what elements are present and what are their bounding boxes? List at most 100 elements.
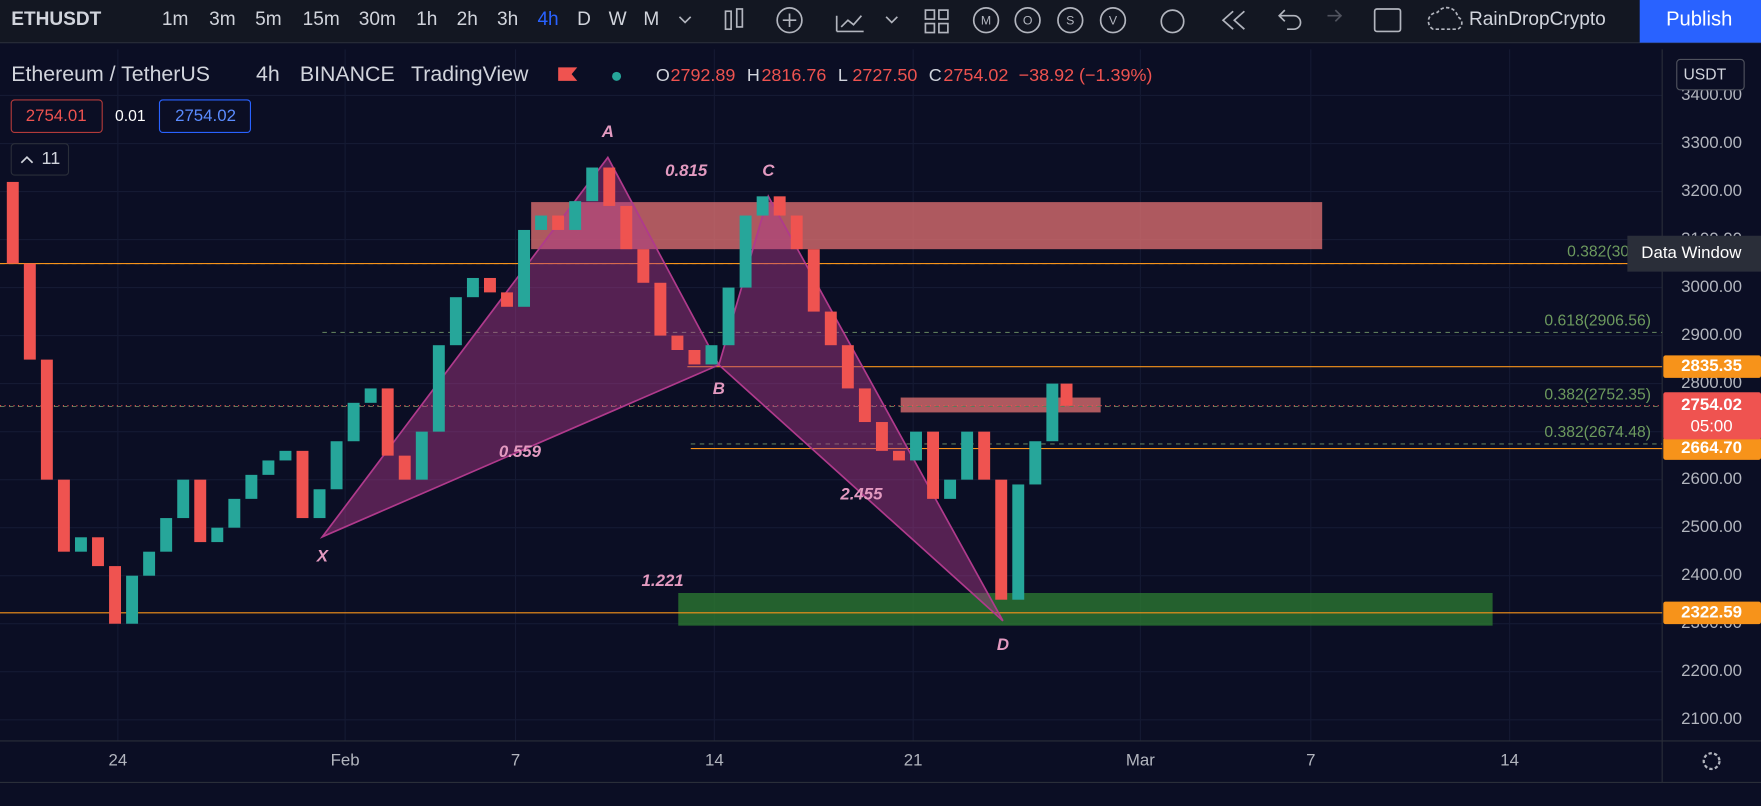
ask-box[interactable] — [158, 99, 252, 134]
candle — [790, 215, 803, 250]
indicators-icon[interactable] — [835, 15, 864, 33]
candle — [705, 345, 718, 365]
indicators-count[interactable]: 11 — [42, 148, 61, 168]
y-tick-label: 2500.00 — [1681, 517, 1742, 536]
last-price-tag — [1663, 392, 1761, 440]
y-tick-label: 3300.00 — [1681, 133, 1742, 152]
candle — [569, 201, 582, 230]
fullscreen-icon[interactable] — [1373, 8, 1402, 33]
candle — [449, 297, 462, 346]
candle — [74, 537, 87, 552]
candle — [23, 263, 36, 360]
interval-button[interactable]: 4h — [537, 9, 558, 30]
x-tick-label: Mar — [1126, 751, 1155, 770]
toolbar — [0, 0, 1761, 43]
candle — [756, 196, 769, 216]
x-tick-label: Feb — [331, 751, 360, 770]
ohlc-value: 2816.76 — [761, 65, 826, 85]
candle — [501, 292, 513, 307]
exchange: BINANCE — [300, 62, 395, 86]
cloud-icon — [1427, 6, 1463, 31]
publish-button[interactable] — [1639, 0, 1761, 43]
interval: 4h — [256, 62, 280, 86]
pattern-ratio: 0.815 — [665, 161, 708, 180]
x-tick-label: 7 — [1306, 751, 1315, 770]
candle — [688, 350, 701, 365]
candle — [603, 167, 616, 206]
candle — [961, 431, 974, 480]
m-icon[interactable] — [972, 7, 1000, 34]
v-icon[interactable] — [1099, 7, 1127, 34]
candle — [637, 249, 650, 283]
bid-box[interactable] — [10, 99, 103, 134]
redo-icon[interactable] — [1327, 9, 1343, 22]
fib-label: 0.382(2752.35) — [1544, 386, 1651, 403]
candle — [313, 489, 326, 519]
fib-label: 0.382(2674.48) — [1544, 424, 1651, 441]
pattern-point-label: D — [997, 635, 1009, 654]
candle — [126, 575, 139, 624]
spread: 0.01 — [115, 108, 146, 125]
candle — [518, 229, 531, 307]
x-tick-label: 24 — [109, 751, 128, 770]
ohlc: O 2792.89 H 2816.76 L 2727.50 C 2754.02 — [656, 65, 1008, 85]
source: TradingView — [411, 62, 529, 86]
zone — [531, 202, 1323, 250]
interval-button[interactable]: 5m — [255, 9, 282, 30]
currency[interactable]: USDT — [1683, 66, 1726, 83]
interval-button[interactable]: 2h — [457, 9, 478, 30]
candle — [1012, 484, 1025, 600]
undo-icon[interactable] — [1278, 9, 1302, 31]
pattern-ratio: 1.221 — [642, 571, 684, 590]
bid[interactable]: 2754.01 — [26, 106, 87, 125]
candle — [807, 249, 820, 312]
x-tick-label: 7 — [511, 751, 520, 770]
layout-icon-c — [924, 22, 936, 34]
settings-icon[interactable] — [1702, 752, 1721, 771]
currency-box[interactable] — [1676, 58, 1745, 91]
publish-label[interactable]: Publish — [1666, 9, 1732, 31]
candle — [910, 431, 922, 461]
candle — [773, 196, 786, 216]
ohlc-value: 2754.02 — [943, 65, 1008, 85]
interval-button[interactable]: 15m — [303, 9, 340, 30]
candle — [160, 518, 173, 552]
add-icon[interactable] — [776, 7, 803, 34]
interval-button[interactable]: W — [609, 9, 627, 30]
layout-icon-d — [938, 22, 949, 34]
symbol[interactable]: ETHUSDT — [11, 9, 101, 30]
ask[interactable]: 2754.02 — [175, 106, 236, 125]
candle — [586, 167, 599, 202]
alert-icon[interactable] — [1160, 9, 1185, 34]
zone — [678, 592, 1493, 626]
candles-icon[interactable] — [724, 10, 732, 31]
candle — [398, 455, 411, 480]
interval-button[interactable]: D — [577, 9, 591, 30]
interval-button[interactable]: 30m — [359, 9, 396, 30]
indicators-toggle[interactable] — [10, 143, 70, 176]
flag[interactable] — [558, 67, 578, 81]
interval-button[interactable]: 1m — [162, 9, 189, 30]
user-name[interactable]: RainDropCrypto — [1469, 9, 1606, 30]
interval-button[interactable]: M — [643, 9, 659, 30]
ohlc-key: C — [929, 65, 942, 85]
o-icon[interactable] — [1014, 7, 1041, 34]
candle — [1029, 441, 1042, 485]
last-price-label: 2754.02 — [1681, 395, 1742, 414]
s-icon[interactable] — [1057, 7, 1084, 34]
candles-icon-2 — [735, 8, 744, 28]
y-tick-label: 2200.00 — [1681, 661, 1742, 680]
interval-button[interactable]: 3h — [497, 9, 518, 30]
layout-icon[interactable] — [924, 9, 936, 20]
interval-button[interactable]: 3m — [209, 9, 236, 30]
candle — [893, 450, 905, 461]
icon-letter: V — [1109, 14, 1118, 28]
candle — [841, 345, 854, 389]
replay-icon[interactable] — [1221, 10, 1245, 30]
interval-dropdown — [678, 16, 692, 24]
dropdown[interactable] — [885, 16, 898, 24]
interval-button[interactable]: 1h — [416, 9, 437, 30]
y-tick-label: 2100.00 — [1681, 709, 1742, 728]
icon-letter: S — [1066, 14, 1074, 28]
